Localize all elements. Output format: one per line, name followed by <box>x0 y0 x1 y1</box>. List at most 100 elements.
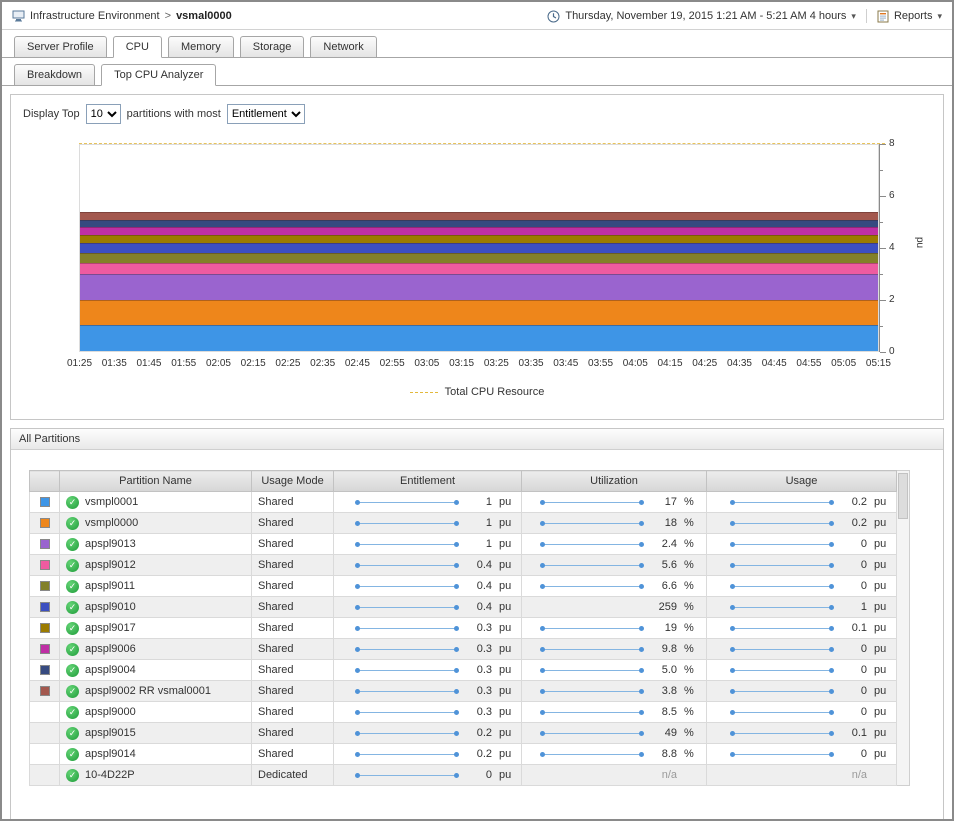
breadcrumb: Infrastructure Environment > vsmal0000 <box>12 10 232 22</box>
tab-memory[interactable]: Memory <box>168 36 234 58</box>
partition-name[interactable]: vsmpl0001 <box>85 496 138 508</box>
col-partition-name[interactable]: Partition Name <box>60 471 252 492</box>
table-row[interactable]: apspl9014Shared0.2pu8.8%0pu <box>30 744 897 765</box>
table-row[interactable]: vsmpl0000Shared1pu18%0.2pu <box>30 513 897 534</box>
chart-band-apspl9002-rr-vsmal0001 <box>80 212 878 220</box>
partition-name[interactable]: apspl9010 <box>85 601 136 613</box>
swatch-cell <box>30 576 60 597</box>
entitlement-cell: 0.4pu <box>334 576 522 597</box>
usage-mode-cell: Shared <box>252 534 334 555</box>
table-row[interactable]: apspl9000Shared0.3pu8.5%0pu <box>30 702 897 723</box>
utilization-value: 17 <box>651 496 677 508</box>
scrollbar-thumb[interactable] <box>898 473 908 519</box>
tab-breakdown[interactable]: Breakdown <box>14 64 95 86</box>
partition-name[interactable]: apspl9017 <box>85 622 136 634</box>
swatch-cell <box>30 555 60 576</box>
breadcrumb-current: vsmal0000 <box>176 10 232 22</box>
status-ok-icon <box>66 517 79 530</box>
partition-name[interactable]: apspl9011 <box>85 580 135 592</box>
sparkline <box>730 666 834 675</box>
entitlement-unit: pu <box>499 664 515 676</box>
entitlement-cell: 0pu <box>334 765 522 786</box>
table-row[interactable]: apspl9012Shared0.4pu5.6%0pu <box>30 555 897 576</box>
usage-cell: 0.1pu <box>707 723 897 744</box>
partition-name[interactable]: apspl9002 RR vsmal0001 <box>85 685 211 697</box>
entitlement-value: 0.3 <box>466 622 492 634</box>
entitlement-unit: pu <box>499 538 515 550</box>
display-controls: Display Top 10 partitions with most Enti… <box>11 95 943 128</box>
partition-name-cell: apspl9014 <box>60 744 252 765</box>
col-entitlement[interactable]: Entitlement <box>334 471 522 492</box>
entitlement-unit: pu <box>499 706 515 718</box>
table-row[interactable]: apspl9004Shared0.3pu5.0%0pu <box>30 660 897 681</box>
partitions-tbody: vsmpl0001Shared1pu17%0.2puvsmpl0000Share… <box>30 492 897 786</box>
col-usage[interactable]: Usage <box>707 471 897 492</box>
table-row[interactable]: vsmpl0001Shared1pu17%0.2pu <box>30 492 897 513</box>
table-row[interactable]: apspl9017Shared0.3pu19%0.1pu <box>30 618 897 639</box>
chart-band-vsmpl0000 <box>80 300 878 326</box>
table-scrollbar[interactable] <box>897 470 910 786</box>
tab-network[interactable]: Network <box>310 36 376 58</box>
tab-top-cpu-analyzer[interactable]: Top CPU Analyzer <box>101 64 216 86</box>
series-color-swatch <box>40 644 50 654</box>
chart-band-apspl9012 <box>80 263 878 273</box>
usage-mode-cell: Shared <box>252 597 334 618</box>
x-tick-label: 03:15 <box>449 358 474 369</box>
top-count-select[interactable]: 10 <box>86 104 121 124</box>
partition-name-cell: apspl9015 <box>60 723 252 744</box>
usage-unit: pu <box>874 685 890 697</box>
partition-name-cell: vsmpl0000 <box>60 513 252 534</box>
display-top-label: Display Top <box>23 108 80 120</box>
entitlement-value: 0.2 <box>466 748 492 760</box>
utilization-cell: 17% <box>522 492 707 513</box>
utilization-value: 6.6 <box>651 580 677 592</box>
partition-name[interactable]: apspl9015 <box>85 727 136 739</box>
entitlement-cell: 0.2pu <box>334 723 522 744</box>
utilization-unit: % <box>684 559 700 571</box>
chart-band-apspl9017 <box>80 235 878 243</box>
breadcrumb-root[interactable]: Infrastructure Environment <box>30 10 160 22</box>
partition-name[interactable]: apspl9004 <box>85 664 136 676</box>
usage-mode-cell: Shared <box>252 744 334 765</box>
entitlement-unit: pu <box>499 643 515 655</box>
sparkline <box>540 687 644 696</box>
utilization-value: 18 <box>651 517 677 529</box>
tab-storage[interactable]: Storage <box>240 36 305 58</box>
x-tick-label: 03:35 <box>519 358 544 369</box>
table-row[interactable]: 10-4D22PDedicated0pun/an/a <box>30 765 897 786</box>
partition-name[interactable]: apspl9013 <box>85 538 136 550</box>
status-ok-icon <box>66 601 79 614</box>
swatch-cell <box>30 765 60 786</box>
utilization-value: 3.8 <box>651 685 677 697</box>
table-row[interactable]: apspl9002 RR vsmal0001Shared0.3pu3.8%0pu <box>30 681 897 702</box>
partition-name[interactable]: 10-4D22P <box>85 769 135 781</box>
sparkline <box>730 498 834 507</box>
partition-name[interactable]: vsmpl0000 <box>85 517 138 529</box>
table-row[interactable]: apspl9015Shared0.2pu49%0.1pu <box>30 723 897 744</box>
y-tick-label: 8 <box>889 138 895 149</box>
reports-button[interactable]: Reports ▾ <box>877 10 942 23</box>
table-row[interactable]: apspl9006Shared0.3pu9.8%0pu <box>30 639 897 660</box>
metric-select[interactable]: Entitlement <box>227 104 305 124</box>
table-outer: Partition Name Usage Mode Entitlement Ut… <box>29 470 929 786</box>
usage-cell: 0pu <box>707 702 897 723</box>
tab-server-profile[interactable]: Server Profile <box>14 36 107 58</box>
x-tick-label: 04:05 <box>623 358 648 369</box>
tab-cpu[interactable]: CPU <box>113 36 162 58</box>
sparkline <box>540 645 644 654</box>
table-row[interactable]: apspl9013Shared1pu2.4%0pu <box>30 534 897 555</box>
partition-name[interactable]: apspl9000 <box>85 706 136 718</box>
partition-name[interactable]: apspl9006 <box>85 643 136 655</box>
entitlement-value: 0.3 <box>466 664 492 676</box>
utilization-unit: % <box>684 727 700 739</box>
table-row[interactable]: apspl9011Shared0.4pu6.6%0pu <box>30 576 897 597</box>
chevron-down-icon: ▾ <box>851 11 856 22</box>
partition-name[interactable]: apspl9014 <box>85 748 136 760</box>
time-range-control[interactable]: Thursday, November 19, 2015 1:21 AM - 5:… <box>547 10 856 23</box>
table-row[interactable]: apspl9010Shared0.4pu259%1pu <box>30 597 897 618</box>
sparkline <box>730 750 834 759</box>
partition-name[interactable]: apspl9012 <box>85 559 136 571</box>
col-utilization[interactable]: Utilization <box>522 471 707 492</box>
utilization-unit: % <box>684 685 700 697</box>
col-usage-mode[interactable]: Usage Mode <box>252 471 334 492</box>
